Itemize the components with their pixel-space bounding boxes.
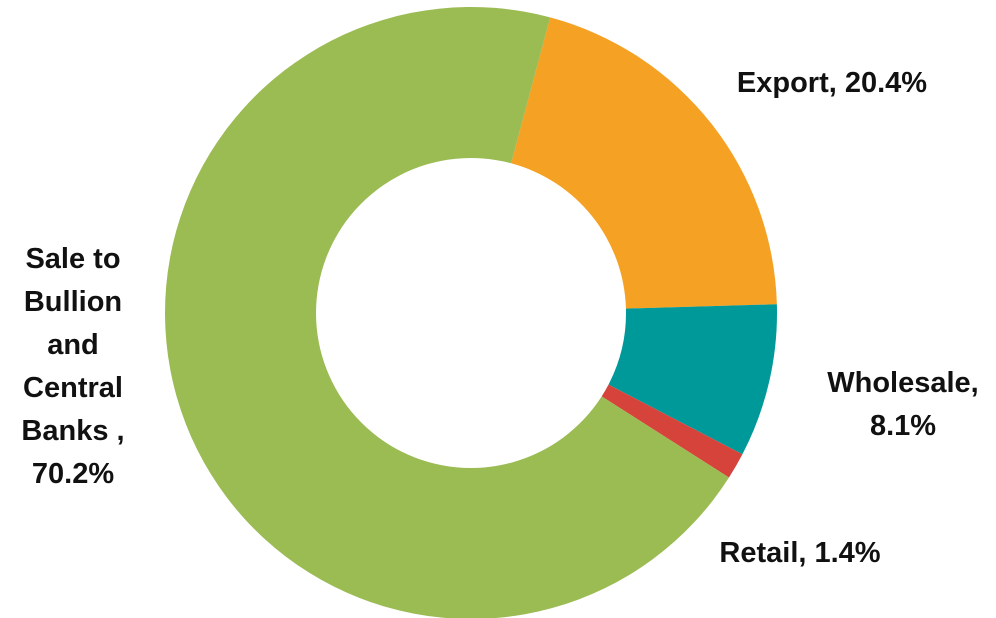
- data-label-line: Bullion: [24, 286, 122, 318]
- data-label-line: Retail, 1.4%: [719, 537, 880, 569]
- data-label-line: and: [47, 329, 99, 361]
- data-label-line: Sale to: [25, 243, 120, 275]
- slices-group: [165, 7, 777, 618]
- data-label-sale-to-bullion-and-central-banks: Sale to Bullion and Central Banks , 70.2%: [21, 243, 124, 490]
- data-label-retail: Retail, 1.4%: [719, 537, 880, 569]
- slice-retail: [601, 384, 743, 478]
- data-label-line: 70.2%: [32, 458, 114, 490]
- data-label-line: Wholesale,: [827, 367, 979, 399]
- data-label-line: Central: [23, 372, 123, 404]
- data-label-line: 8.1%: [870, 410, 936, 442]
- slice-wholesale: [608, 304, 777, 455]
- data-label-export: Export, 20.4%: [737, 67, 927, 99]
- labels-group: Export, 20.4% Wholesale, 8.1% Retail, 1.4% S…: [21, 67, 978, 569]
- slice-export: [511, 17, 777, 309]
- data-label-line: Export, 20.4%: [737, 67, 927, 99]
- data-label-line: Banks ,: [21, 415, 124, 447]
- slice-sale-to-bullion-and-central-banks: [165, 7, 729, 618]
- data-label-wholesale: Wholesale, 8.1%: [827, 367, 979, 442]
